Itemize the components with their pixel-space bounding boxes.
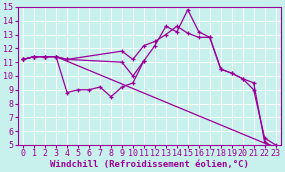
X-axis label: Windchill (Refroidissement éolien,°C): Windchill (Refroidissement éolien,°C): [50, 159, 249, 169]
